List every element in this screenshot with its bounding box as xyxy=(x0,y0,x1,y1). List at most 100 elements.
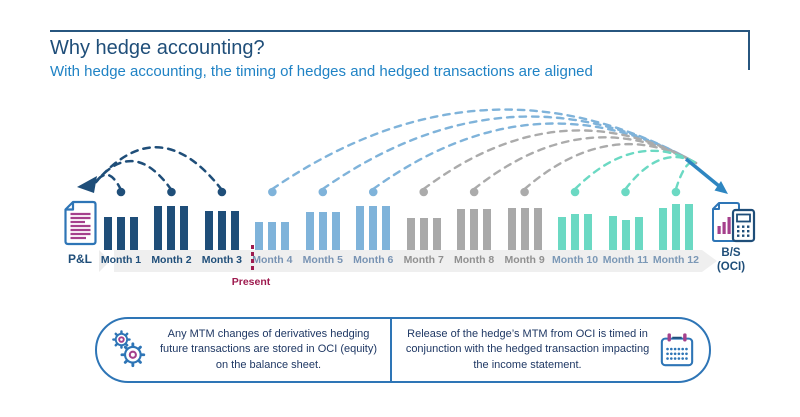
month-bars xyxy=(154,206,189,250)
flow-arc xyxy=(684,157,721,188)
timeline-band-chevron xyxy=(99,250,110,272)
month-bar xyxy=(406,218,415,250)
timeline-band-arrow xyxy=(114,250,717,272)
month-label: Month 10 xyxy=(552,254,599,266)
month-bar xyxy=(154,206,163,250)
arc-origin-dot xyxy=(217,187,227,197)
month-bar xyxy=(457,209,466,250)
month-bars xyxy=(558,214,593,250)
arc-origin-dot xyxy=(268,187,277,197)
month-bar xyxy=(634,217,643,250)
month-label: Month 1 xyxy=(100,254,142,266)
month-bar xyxy=(217,211,226,250)
month-bars xyxy=(608,216,643,250)
month-bar xyxy=(571,214,580,250)
month-bar xyxy=(419,218,428,250)
flow-arc xyxy=(624,155,698,191)
arc-origin-dot xyxy=(116,187,126,197)
arc-origin-dot xyxy=(621,187,630,197)
month-bar xyxy=(507,208,516,250)
arc-origin-dot xyxy=(318,187,328,197)
month-label: Month 6 xyxy=(353,254,394,266)
flow-arc xyxy=(94,173,123,192)
month-bar xyxy=(558,217,567,250)
flow-arc xyxy=(321,115,698,191)
month-bar xyxy=(268,222,277,250)
month-bars xyxy=(457,209,492,250)
arc-origin-dot xyxy=(671,187,681,197)
month-bars xyxy=(406,218,441,250)
flow-arc xyxy=(422,129,698,191)
arc-origin-dot xyxy=(520,187,529,197)
present-marker-line xyxy=(251,245,254,273)
callout-oci-release: Release of the hedge’s MTM from OCI is t… xyxy=(392,319,709,381)
month-bar xyxy=(671,204,680,250)
month-bars xyxy=(658,204,693,250)
arc-origin-dot xyxy=(469,187,479,197)
calendar-icon xyxy=(660,333,694,367)
flow-arc xyxy=(674,160,698,191)
month-bar xyxy=(130,217,138,250)
month-bar xyxy=(483,209,492,250)
flow-arc xyxy=(271,108,698,191)
month-bar xyxy=(281,222,290,250)
arc-origin-dot xyxy=(419,187,429,197)
bs-oci-label-line1: B/S xyxy=(721,247,741,259)
flow-arc xyxy=(372,122,698,191)
month-label: Month 7 xyxy=(403,254,444,266)
bs-arrowhead xyxy=(714,181,728,194)
callout-oci-storage-text: Any MTM changes of derivatives hedging f… xyxy=(159,327,378,371)
month-bar xyxy=(658,208,667,250)
gears-icon xyxy=(112,330,146,368)
month-label: Month 9 xyxy=(504,254,545,266)
month-bars xyxy=(305,212,340,250)
month-bar xyxy=(432,218,441,250)
page-title: Why hedge accounting? xyxy=(50,37,265,59)
callout-oci-release-text: Release of the hedge’s MTM from OCI is t… xyxy=(405,327,650,371)
header-rule xyxy=(50,30,750,70)
arc-origin-dot xyxy=(570,187,580,197)
callout-oci-storage: Any MTM changes of derivatives hedging f… xyxy=(97,319,392,381)
month-bars xyxy=(507,208,542,250)
month-bar xyxy=(318,212,327,250)
month-bar xyxy=(382,206,391,250)
flow-arc xyxy=(94,146,224,192)
month-bar xyxy=(331,212,340,250)
month-bars xyxy=(104,217,138,250)
flow-arc xyxy=(573,149,698,191)
month-bar xyxy=(470,209,479,250)
arc-origin-dot xyxy=(368,187,378,197)
flow-arc xyxy=(472,136,698,191)
month-bar xyxy=(305,212,314,250)
pnl-arrowhead xyxy=(77,176,97,193)
page-subtitle: With hedge accounting, the timing of hed… xyxy=(50,63,593,80)
month-bar xyxy=(369,206,378,250)
present-label: Present xyxy=(231,276,271,288)
month-bars xyxy=(255,222,290,250)
flow-arc xyxy=(94,159,173,192)
month-label: Month 12 xyxy=(652,254,699,266)
callout-pill: Any MTM changes of derivatives hedging f… xyxy=(95,317,711,383)
flow-arc xyxy=(523,142,698,191)
month-bar xyxy=(255,222,264,250)
month-bars xyxy=(356,206,391,250)
month-bar xyxy=(520,208,529,250)
month-bar xyxy=(533,208,542,250)
month-bar xyxy=(204,211,213,250)
month-bar xyxy=(180,206,189,250)
month-label: Month 8 xyxy=(454,254,495,266)
month-bar xyxy=(117,217,125,250)
month-bar xyxy=(167,206,176,250)
month-label: Month 11 xyxy=(602,254,649,266)
pnl-label: P&L xyxy=(68,252,92,266)
balance-sheet-calculator-icon xyxy=(712,202,756,243)
month-bar xyxy=(621,220,630,250)
month-label: Month 4 xyxy=(252,254,293,266)
month-bar xyxy=(608,216,617,250)
month-bar xyxy=(356,206,365,250)
month-bar xyxy=(584,214,593,250)
month-label: Month 2 xyxy=(151,254,192,266)
month-label: Month 5 xyxy=(302,254,343,266)
month-label: Month 3 xyxy=(201,254,243,266)
